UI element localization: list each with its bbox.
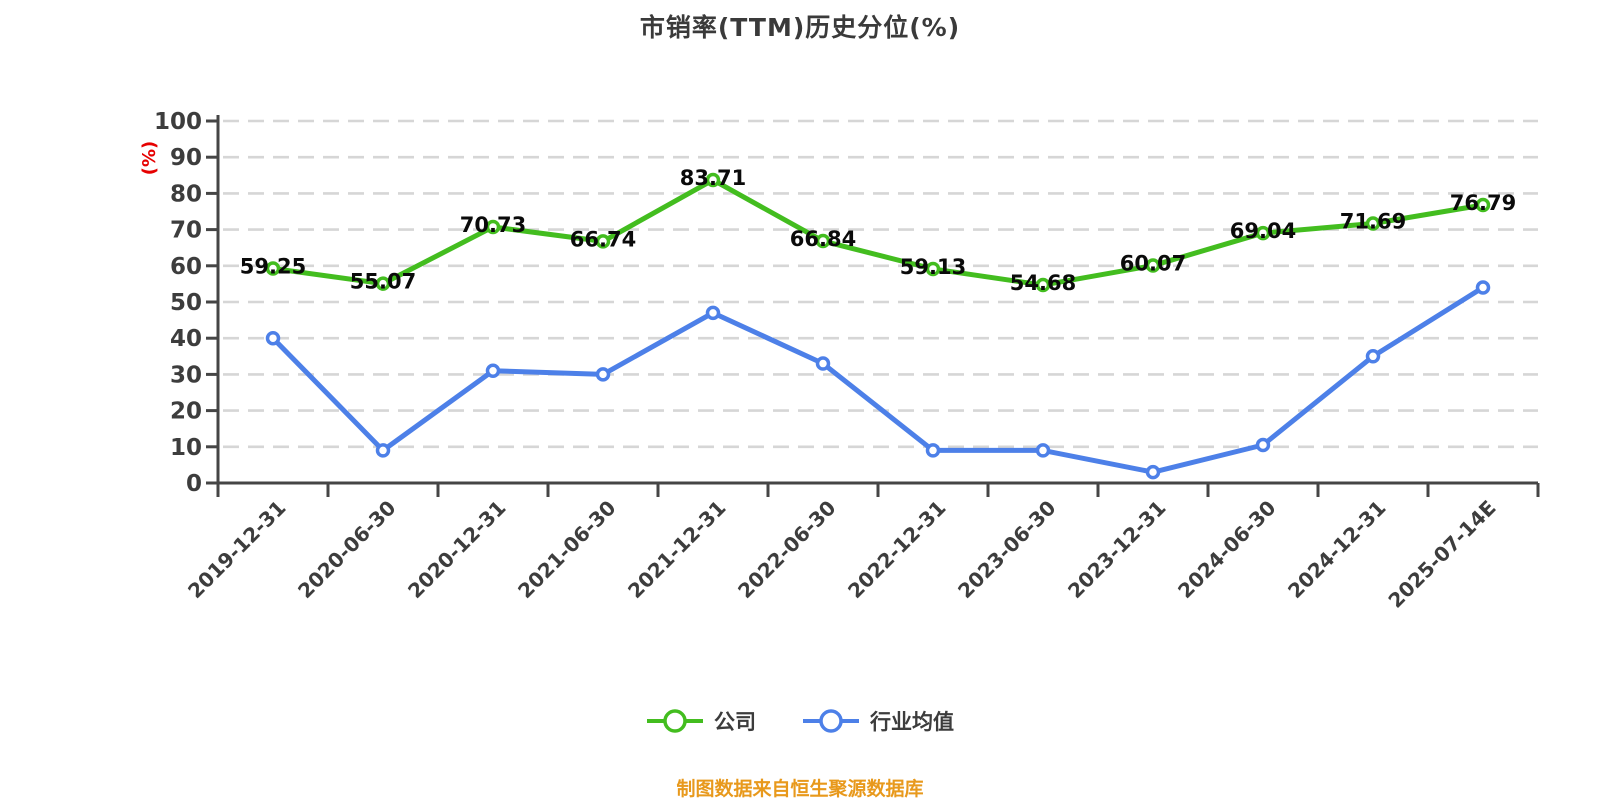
x-tick-label: 2022-06-30 [733,496,840,603]
series-company [265,172,1491,293]
x-tick-label: 2023-06-30 [953,496,1060,603]
data-point-marker[interactable] [375,276,391,291]
data-point-marker[interactable] [1365,216,1381,231]
y-tick-label: 60 [170,254,202,280]
company-data-labels: 59.25 55.07 70.73 66.74 83.71 66.84 59.13 54.68… [240,166,1516,295]
x-tick-label: 2020-06-30 [293,496,400,603]
data-point-marker[interactable] [595,367,611,382]
y-tick-label: 90 [170,145,202,171]
data-point-marker[interactable] [1475,197,1491,213]
y-tick-label: 100 [154,109,202,135]
data-point-marker[interactable] [485,363,501,379]
industry-legend-marker-icon [803,709,859,733]
chart-title: 市销率(TTM)历史分位(%) [639,13,961,42]
y-tick-label: 40 [170,326,202,352]
series-industry [265,280,1491,480]
data-point-label: 54.68 [1010,271,1076,295]
data-point-marker[interactable] [1475,280,1491,295]
data-point-label: 55.07 [350,270,416,294]
data-point-label: 69.04 [1230,219,1296,243]
data-point-label: 83.71 [680,166,746,190]
x-tick-label: 2024-12-31 [1283,496,1390,603]
axes [206,115,1540,497]
data-point-label: 66.74 [570,227,636,251]
x-tick-label: 2019-12-31 [183,496,290,603]
source-caption: 制图数据来自恒生聚源数据库 [676,778,924,800]
data-point-marker[interactable] [1255,225,1271,241]
legend-item-company[interactable]: 公司 [646,706,756,736]
y-tick-label: 80 [170,181,202,207]
legend-item-industry[interactable]: 行业均值 [802,706,954,736]
legend-label-industry: 行业均值 [870,710,954,734]
data-point-marker[interactable] [1035,443,1051,458]
data-point-label: 70.73 [460,213,526,237]
data-point-label: 60.07 [1120,252,1186,276]
data-point-marker[interactable] [265,261,281,276]
data-point-marker[interactable] [925,261,941,277]
y-gridlines [223,119,1538,449]
x-tick-label: 2023-12-31 [1063,496,1170,603]
data-point-marker[interactable] [705,305,721,321]
data-point-label: 71.69 [1340,209,1406,233]
y-axis-labels: 0 10 20 30 40 50 60 70 80 90 100 [154,109,202,497]
data-point-marker[interactable] [265,330,281,346]
y-tick-label: 10 [170,435,202,461]
data-point-marker[interactable] [925,443,941,458]
data-point-marker[interactable] [1255,437,1271,453]
data-point-label: 59.13 [900,255,966,279]
data-point-label: 76.79 [1450,191,1516,215]
data-point-label: 66.84 [790,227,856,251]
data-point-marker[interactable] [705,172,721,188]
data-point-marker[interactable] [815,233,831,249]
data-point-marker[interactable] [485,219,501,235]
company-legend-marker-icon [647,709,703,733]
x-tick-label: 2021-12-31 [623,496,730,603]
data-point-marker[interactable] [1365,349,1381,364]
y-tick-label: 70 [170,218,202,244]
y-tick-label: 50 [170,290,202,316]
x-tick-label: 2021-06-30 [513,496,620,603]
legend: 公司 行业均值 [0,706,1600,736]
x-tick-label: 2022-12-31 [843,496,950,603]
legend-label-company: 公司 [714,710,756,734]
data-point-marker[interactable] [595,234,611,249]
data-point-marker[interactable] [375,443,391,458]
x-axis-labels: 2019-12-31 2020-06-30 2020-12-31 2021-06-30… [183,496,1500,613]
x-tick-label: 2020-12-31 [403,496,510,603]
data-point-marker[interactable] [1145,464,1161,480]
data-point-marker[interactable] [1035,277,1051,293]
y-tick-label: 20 [170,399,202,425]
data-point-label: 59.25 [240,255,306,279]
x-tick-label: 2024-06-30 [1173,496,1280,603]
y-tick-label: 0 [186,471,202,497]
data-point-marker[interactable] [815,356,831,371]
y-tick-label: 30 [170,362,202,388]
data-point-marker[interactable] [1145,258,1161,273]
x-tick-label: 2025-07-14E [1383,496,1500,613]
y-axis-unit-label: (%) [139,141,160,176]
